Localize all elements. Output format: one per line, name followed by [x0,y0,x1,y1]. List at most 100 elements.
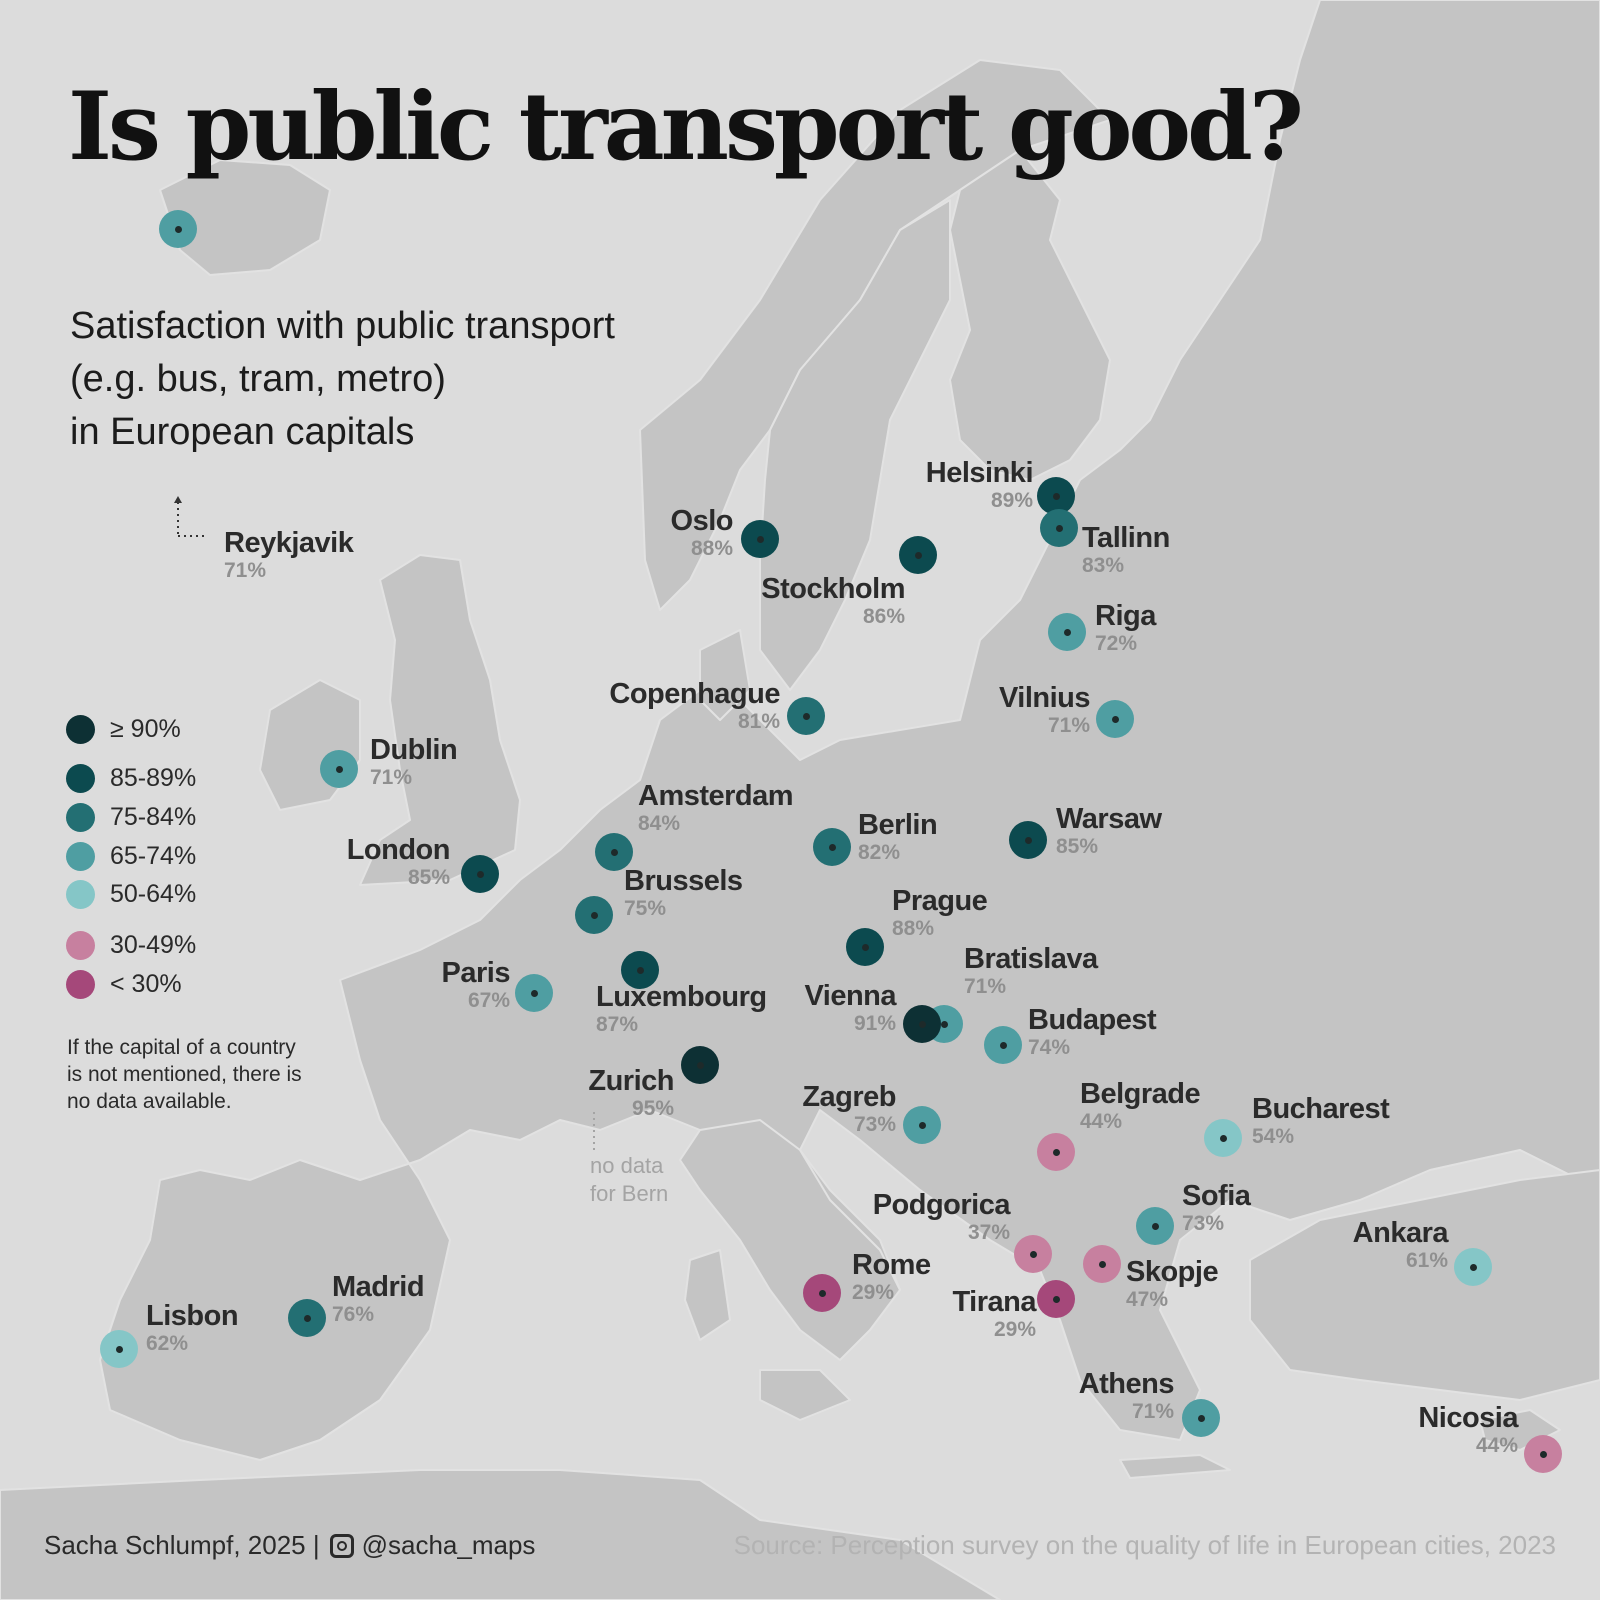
city-label-ankara: Ankara 61% [1310,1217,1449,1273]
city-label-copenhague: Copenhague 81% [560,678,780,734]
city-name: Paris [441,957,511,989]
city-name: Zagreb [802,1081,896,1113]
city-label-paris: Paris 67% [400,957,511,1013]
city-label-vienna: Vienna 91% [780,980,896,1036]
city-name: Budapest [1028,1004,1157,1036]
city-name: Copenhague [609,678,780,710]
city-dot-belgrade [1037,1133,1075,1171]
city-dot-berlin [813,828,851,866]
city-value: 75% [624,897,667,920]
bern-no-data-note: no data for Bern [590,1152,668,1208]
bern-leader-line [593,1112,595,1150]
legend-label: 65-74% [110,841,197,870]
city-name: Ankara [1352,1217,1449,1249]
city-label-budapest: Budapest 74% [1028,1004,1157,1060]
legend-swatch [66,763,95,793]
city-label-bratislava: Bratislava 71% [964,943,1098,999]
city-name: Tirana [952,1286,1036,1318]
city-label-oslo: Oslo 88% [620,506,734,561]
legend-swatch [66,879,95,909]
city-label-athens: Athens 71% [1040,1368,1175,1424]
city-name: Tallinn [1082,522,1170,554]
legend-item-65-74: 65-74% [66,841,196,871]
city-name: Podgorica [872,1189,1011,1221]
land-continent [99,0,1600,1461]
city-dot-reykjavik [159,210,197,248]
city-value: 71% [224,559,267,582]
city-label-madrid: Madrid 76% [332,1272,425,1327]
city-dot-luxembourg [621,951,659,989]
city-dot-sofia [1136,1207,1174,1245]
page-title: Is public transport good? [68,72,1304,182]
city-label-amsterdam: Amsterdam 84% [638,781,794,836]
source-credit: Source: Perception survey on the quality… [733,1530,1556,1560]
city-name: Helsinki [925,457,1034,489]
legend-label: 30-49% [110,930,197,959]
city-value: 88% [892,917,935,940]
city-value: 44% [1475,1434,1518,1457]
city-value: 71% [1047,714,1090,737]
city-dot-ankara [1454,1248,1492,1286]
city-name: Warsaw [1056,803,1162,835]
city-dot-warsaw [1009,821,1047,859]
city-label-skopje: Skopje 47% [1126,1257,1219,1312]
author-credit: Sacha Schlumpf, 2025 | @sacha_maps [44,1530,535,1561]
land-finland [949,149,1111,481]
city-dot-athens [1182,1399,1220,1437]
city-name: Stockholm [761,573,905,605]
city-label-lisbon: Lisbon 62% [146,1300,239,1356]
city-value: 81% [737,710,780,733]
city-label-podgorica: Podgorica 37% [830,1189,1011,1245]
no-data-note: If the capital of a country is not menti… [67,1034,302,1115]
city-value: 87% [596,1013,639,1036]
city-label-brussels: Brussels 75% [624,866,743,921]
city-value: 82% [858,841,901,864]
city-value: 83% [1082,554,1125,577]
city-name: Riga [1095,600,1156,632]
city-value: 54% [1252,1125,1295,1148]
reykjavik-leader-line [174,496,206,537]
city-name: Vienna [804,980,896,1012]
city-name: Bratislava [964,943,1098,975]
social-handle: @sacha_maps [361,1530,536,1560]
city-name: London [346,834,451,866]
city-dot-budapest [984,1026,1022,1064]
city-name: Lisbon [146,1300,239,1332]
city-dot-tirana [1037,1280,1075,1318]
city-name: Luxembourg [596,981,767,1013]
legend-label: < 30% [110,969,182,998]
city-name: Athens [1078,1368,1175,1400]
city-dot-skopje [1083,1245,1121,1283]
instagram-icon [329,1533,354,1558]
city-name: Vilnius [998,682,1091,714]
city-label-london: London 85% [320,834,451,890]
city-value: 85% [1056,835,1099,858]
city-label-bucharest: Bucharest 54% [1252,1094,1390,1149]
city-value: 67% [467,989,510,1012]
legend-item-below-30: < 30% [66,969,182,999]
subtitle-line-2: (e.g. bus, tram, metro) [70,358,446,400]
city-label-stockholm: Stockholm 86% [730,573,905,629]
land-north-africa [0,1469,1001,1600]
city-name: Dublin [370,734,458,766]
legend-label: 85-89% [110,763,197,792]
city-dot-zurich [681,1046,719,1084]
city-dot-stockholm [899,536,937,574]
city-label-zagreb: Zagreb 73% [760,1081,896,1137]
city-name: Rome [852,1249,931,1281]
city-value: 62% [146,1332,189,1355]
city-dot-prague [846,928,884,966]
city-label-warsaw: Warsaw 85% [1056,803,1162,859]
land-sardinia [684,1249,731,1341]
city-label-berlin: Berlin 82% [858,809,938,865]
legend-swatch [66,930,95,960]
city-dot-riga [1048,613,1086,651]
city-label-luxembourg: Luxembourg 87% [596,981,767,1037]
land-denmark [699,629,751,721]
land-sicily [759,1369,851,1421]
land-ireland [259,679,361,811]
city-name: Berlin [858,809,938,841]
city-value: 85% [407,866,450,889]
